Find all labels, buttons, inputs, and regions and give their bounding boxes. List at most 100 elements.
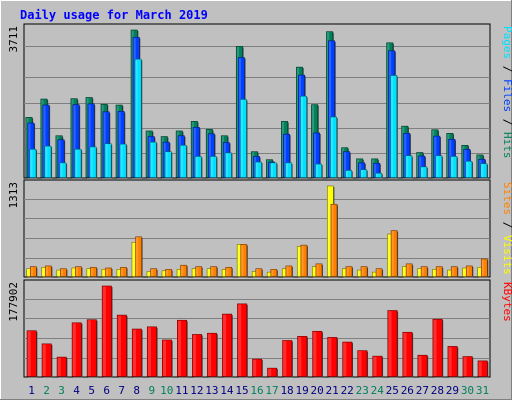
- panel-kbytes-day-2: [41, 343, 53, 378]
- panel-visits-day-16: [251, 268, 263, 278]
- panel-requests-day-1: [25, 117, 38, 179]
- panel-visits-day-20: [312, 263, 323, 278]
- x-tick-label: 31: [476, 384, 489, 397]
- panel-kbytes-day-16: [252, 358, 263, 378]
- panel-requests-day-17: [266, 159, 278, 179]
- panel-requests-day-12: [190, 121, 203, 179]
- panel-visits-day-28: [432, 266, 444, 278]
- x-tick-label: 11: [175, 384, 188, 397]
- bar-kbytes: [177, 319, 188, 378]
- bar-pages: [299, 95, 308, 179]
- x-tick-label: 1: [28, 384, 35, 397]
- panel-kbytes-day-5: [86, 319, 98, 378]
- bar-pages: [29, 148, 38, 179]
- panel-kbytes-day-4: [71, 322, 83, 378]
- bar-pages: [450, 156, 458, 179]
- x-axis-tick-labels: 1 2 3 4 5 6 7 8 9 10 11 12 13 14 15 16 17 18 19 20 21 22 23 24 2…: [28, 384, 489, 397]
- panel-kbytes-day-20: [312, 330, 323, 378]
- panel-kbytes-day-30: [462, 356, 474, 378]
- bar-sites: [465, 265, 474, 278]
- bar-sites: [435, 266, 444, 278]
- x-tick-label: 25: [386, 384, 399, 397]
- bar-pages: [254, 161, 263, 179]
- bar-sites: [225, 266, 233, 278]
- bar-sites: [300, 244, 308, 278]
- panel-visits-day-25: [387, 230, 399, 278]
- x-tick-label: 13: [205, 384, 218, 397]
- legend-separator: /: [501, 215, 512, 235]
- bar-kbytes: [417, 354, 429, 378]
- bar-sites: [60, 268, 68, 278]
- x-tick-label: 29: [446, 384, 459, 397]
- panel-visits-day-24: [372, 268, 384, 278]
- panel-visits-day-26: [402, 263, 414, 278]
- x-tick-label: 12: [190, 384, 203, 397]
- panel-kbytes: 177902 KBytes: [7, 279, 512, 378]
- panel-visits-day-1: [26, 266, 38, 278]
- bar-kbytes: [116, 314, 128, 378]
- panel-requests-day-15: [235, 46, 248, 179]
- bar-pages: [405, 155, 413, 179]
- bar-pages: [239, 99, 248, 179]
- panel-kbytes-day-6: [101, 285, 113, 378]
- bar-kbytes: [372, 355, 384, 378]
- bar-kbytes: [26, 330, 38, 378]
- panel-visits-legend: Sites / Visits: [501, 182, 512, 275]
- x-tick-label: 10: [160, 384, 173, 397]
- bar-kbytes: [342, 341, 354, 378]
- panel-kbytes-day-18: [282, 340, 293, 378]
- bar-sites: [210, 266, 218, 278]
- panel-requests: 3711 Pages / Files / Hits: [7, 23, 512, 179]
- bar-kbytes: [357, 350, 369, 378]
- x-tick-label: 9: [148, 384, 155, 397]
- panel-kbytes-day-1: [26, 330, 38, 378]
- x-tick-label: 6: [103, 384, 110, 397]
- panel-requests-day-30: [461, 144, 473, 179]
- panel-visits-day-8: [131, 236, 143, 278]
- bar-sites: [375, 268, 384, 278]
- bar-kbytes: [447, 346, 459, 378]
- panel-kbytes-day-25: [387, 310, 399, 378]
- panel-visits-day-11: [176, 264, 188, 278]
- legend-separator: /: [501, 59, 512, 79]
- panel-requests-day-18: [281, 121, 293, 179]
- bar-sites: [480, 258, 489, 278]
- panel-kbytes-day-14: [222, 313, 233, 378]
- bar-sites: [315, 263, 323, 278]
- bar-sites: [90, 266, 98, 278]
- bar-pages: [149, 141, 158, 179]
- bar-sites: [330, 203, 338, 278]
- panel-requests-day-8: [130, 29, 143, 179]
- bar-sites: [105, 267, 113, 278]
- x-tick-label: 24: [371, 384, 385, 397]
- x-tick-label: 20: [311, 384, 324, 397]
- bar-sites: [285, 265, 293, 278]
- panel-visits-day-10: [161, 269, 173, 278]
- panel-requests-day-14: [220, 135, 233, 179]
- bar-kbytes: [222, 313, 233, 378]
- x-tick-label: 22: [341, 384, 354, 397]
- panel-visits-day-3: [56, 268, 68, 278]
- panel-visits-max-label: 1313: [7, 182, 20, 209]
- bar-kbytes: [41, 343, 53, 378]
- legend-hits: Hits: [501, 132, 512, 159]
- bar-kbytes: [402, 331, 414, 378]
- bar-pages: [465, 160, 473, 179]
- panel-visits-day-12: [191, 266, 203, 278]
- panel-kbytes-day-19: [297, 336, 308, 378]
- panel-requests-day-28: [431, 129, 443, 179]
- bar-kbytes: [387, 310, 399, 378]
- x-tick-label: 8: [133, 384, 140, 397]
- x-tick-label: 5: [88, 384, 95, 397]
- panel-kbytes-day-31: [477, 360, 489, 378]
- panel-requests-day-23: [356, 158, 368, 179]
- panel-requests-day-22: [341, 147, 353, 179]
- panel-kbytes-day-13: [207, 332, 218, 378]
- chart-title: Daily usage for March 2019: [20, 8, 208, 22]
- panel-kbytes-day-3: [56, 356, 68, 378]
- panel-kbytes-day-29: [447, 346, 459, 378]
- panel-visits-day-22: [342, 266, 354, 278]
- panel-visits-day-29: [447, 266, 459, 278]
- panel-visits-day-5: [86, 266, 98, 278]
- bar-kbytes: [146, 326, 158, 378]
